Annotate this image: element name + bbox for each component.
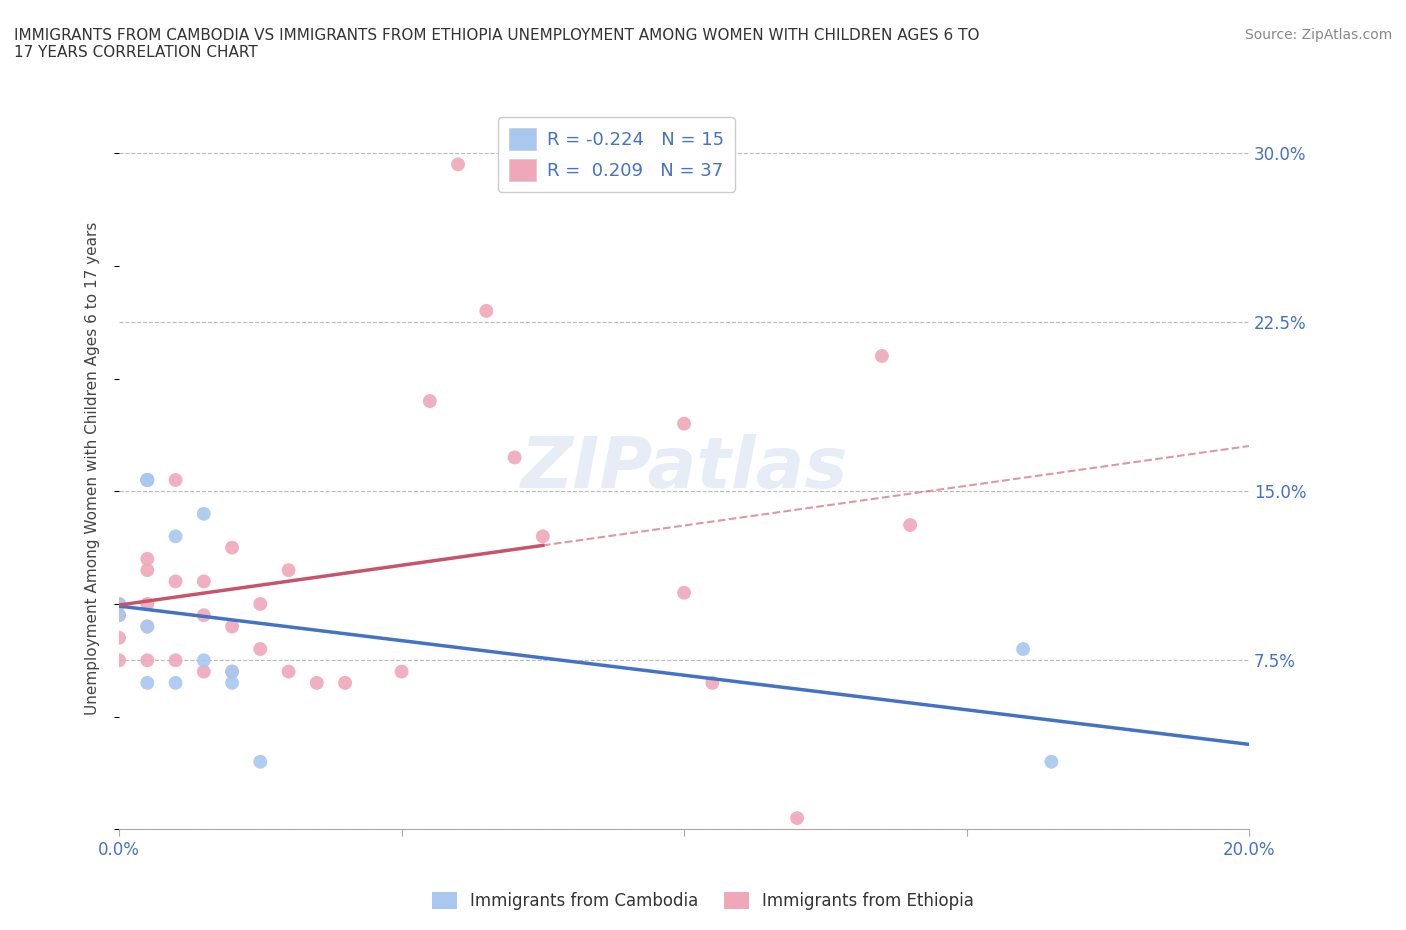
Text: ZIPatlas: ZIPatlas [520, 434, 848, 503]
Point [673, 585, 696, 600]
Point [193, 574, 215, 589]
Legend: R = -0.224   N = 15, R =  0.209   N = 37: R = -0.224 N = 15, R = 0.209 N = 37 [498, 117, 735, 192]
Point [136, 619, 159, 634]
Point [108, 596, 131, 611]
Point [136, 675, 159, 690]
Point [531, 529, 554, 544]
Point [136, 472, 159, 487]
Point [193, 608, 215, 623]
Point [165, 529, 187, 544]
Y-axis label: Unemployment Among Women with Children Ages 6 to 17 years: Unemployment Among Women with Children A… [86, 222, 100, 715]
Point [503, 450, 526, 465]
Point [249, 754, 271, 769]
Point [108, 608, 131, 623]
Point [165, 653, 187, 668]
Point [419, 393, 441, 408]
Point [221, 619, 243, 634]
Point [221, 664, 243, 679]
Point [165, 472, 187, 487]
Point [165, 574, 187, 589]
Point [249, 642, 271, 657]
Point [277, 563, 299, 578]
Point [193, 653, 215, 668]
Point [108, 631, 131, 645]
Point [136, 653, 159, 668]
Point [108, 653, 131, 668]
Point [391, 664, 413, 679]
Point [475, 303, 498, 318]
Point [447, 157, 470, 172]
Legend: Immigrants from Cambodia, Immigrants from Ethiopia: Immigrants from Cambodia, Immigrants fro… [426, 885, 980, 917]
Point [870, 349, 893, 364]
Point [673, 416, 696, 431]
Point [221, 664, 243, 679]
Point [136, 472, 159, 487]
Text: IMMIGRANTS FROM CAMBODIA VS IMMIGRANTS FROM ETHIOPIA UNEMPLOYMENT AMONG WOMEN WI: IMMIGRANTS FROM CAMBODIA VS IMMIGRANTS F… [14, 28, 980, 60]
Point [1040, 754, 1063, 769]
Point [193, 506, 215, 521]
Point [249, 596, 271, 611]
Point [136, 551, 159, 566]
Point [136, 563, 159, 578]
Point [1012, 642, 1035, 657]
Point [786, 811, 808, 826]
Point [898, 518, 921, 533]
Point [108, 596, 131, 611]
Point [165, 675, 187, 690]
Text: Source: ZipAtlas.com: Source: ZipAtlas.com [1244, 28, 1392, 42]
Point [277, 664, 299, 679]
Point [193, 664, 215, 679]
Point [702, 675, 724, 690]
Point [305, 675, 328, 690]
Point [221, 540, 243, 555]
Point [136, 596, 159, 611]
Point [333, 675, 356, 690]
Point [221, 675, 243, 690]
Point [136, 619, 159, 634]
Point [108, 608, 131, 623]
Point [136, 472, 159, 487]
